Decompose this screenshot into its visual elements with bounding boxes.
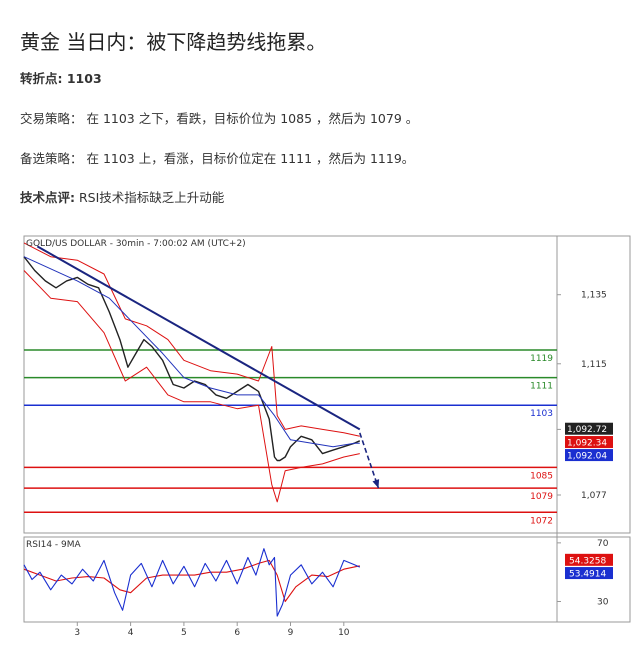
price-value-box <box>565 422 613 435</box>
x-tick-label: 9 <box>288 628 294 638</box>
price-value-label: 1,092.72 <box>567 425 607 435</box>
technical-comment-label: 技术点评: <box>20 190 75 205</box>
y-tick-label: 1,077 <box>581 491 607 501</box>
rsi-value-label: 54.3258 <box>569 556 606 566</box>
x-tick-label: 5 <box>181 628 187 638</box>
rsi-y-tick-label: 70 <box>597 539 609 549</box>
price-value-box <box>565 436 613 449</box>
projection-arrow-line <box>359 432 380 489</box>
projection-arrow-head <box>372 479 380 489</box>
rsi-chart-title: RSI14 - 9MA <box>26 540 82 550</box>
y-tick-label: 1,115 <box>581 360 607 370</box>
x-tick-label: 6 <box>234 628 240 638</box>
technical-comment: 技术点评: RSI技术指标缺乏上升动能 <box>20 187 224 206</box>
level-label-1079: 1079 <box>530 492 553 502</box>
downtrend-line <box>36 245 361 431</box>
pivot-point: 转折点: 1103 <box>20 71 102 86</box>
rsi-panel-frame <box>23 536 631 623</box>
y-tick-label: 1,135 <box>581 291 607 301</box>
rsi-ma-line <box>23 559 360 603</box>
level-label-1103: 1103 <box>530 409 553 419</box>
price-value-label: 1,092.04 <box>567 452 607 462</box>
price-chart-title: GOLD/US DOLLAR - 30min - 7:00:02 AM (UTC… <box>26 239 246 249</box>
trading-strategy: 交易策略： 在 1103 之下，看跌，目标价位为 1085 ，然后为 1079 … <box>20 111 419 126</box>
technical-comment-text: RSI技术指标缺乏上升动能 <box>75 190 225 205</box>
rsi-value-box <box>565 553 613 566</box>
bollinger-upper-line <box>23 242 360 437</box>
level-label-1111: 1111 <box>530 382 553 392</box>
price-value-box <box>565 449 613 462</box>
rsi-value-box <box>565 567 613 580</box>
rsi-y-tick-label: 30 <box>597 597 609 607</box>
bollinger-lower-line <box>23 270 360 503</box>
level-label-1085: 1085 <box>530 471 553 481</box>
price-panel-frame <box>23 235 631 534</box>
price-line <box>23 256 361 462</box>
rsi-line <box>23 548 361 617</box>
gold-chart: 34569101,1351,1151,0961,0771119111111031… <box>23 235 631 638</box>
level-label-1119: 1119 <box>530 354 553 364</box>
x-tick-label: 3 <box>74 628 80 638</box>
price-value-label: 1,092.34 <box>567 439 607 449</box>
alternative-strategy: 备选策略： 在 1103 上，看涨，目标价位定在 1111 ，然后为 1119。 <box>20 151 415 166</box>
rsi-value-label: 53.4914 <box>569 570 606 580</box>
level-label-1072: 1072 <box>530 516 553 526</box>
moving-average-line <box>23 256 360 448</box>
x-tick-label: 10 <box>338 628 350 638</box>
article-title: 黄金 当日内：被下降趋势线拖累。 <box>20 30 327 54</box>
x-tick-label: 4 <box>128 628 134 638</box>
